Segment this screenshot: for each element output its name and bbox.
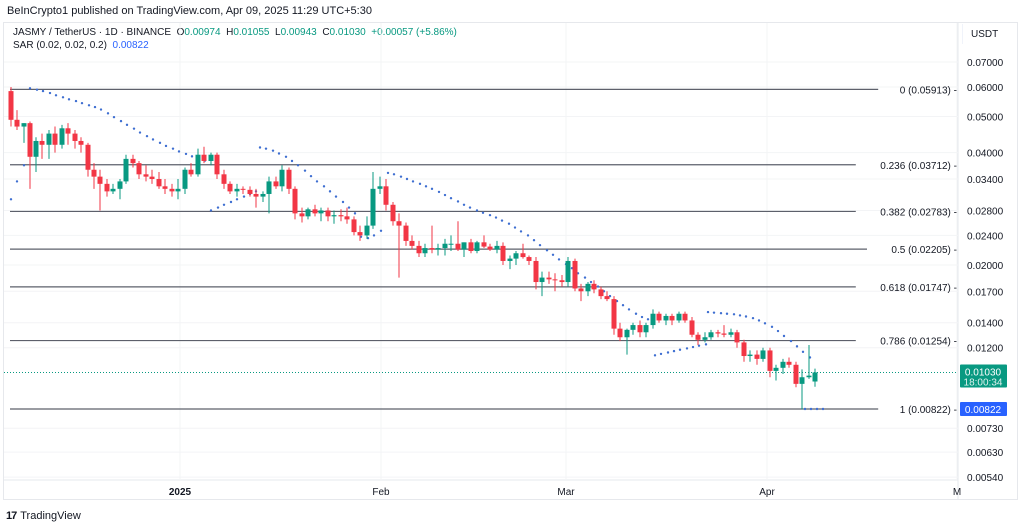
time-axis[interactable]: 2025 Feb Mar Apr M bbox=[169, 487, 961, 498]
price-axis[interactable]: 0.07000 0.06000 0.05000 0.04000 0.03400 0.028… bbox=[967, 58, 1004, 484]
price-tick: 0.07000 bbox=[967, 58, 1004, 69]
bar-countdown: 18:00:34 bbox=[964, 377, 1003, 388]
time-tick: M bbox=[953, 487, 961, 498]
close-label: C bbox=[322, 27, 330, 38]
fibonacci-levels: 0 (0.05913) - 0.236 (0.03712) - 0.382 (0.0… bbox=[10, 85, 957, 416]
open-value: 0.00974 bbox=[184, 27, 221, 38]
parabolic-sar-dots bbox=[9, 87, 825, 411]
low-label: L bbox=[275, 27, 281, 38]
price-tick: 0.00730 bbox=[967, 424, 1004, 435]
close-value: 0.01030 bbox=[329, 27, 366, 38]
time-tick: Mar bbox=[557, 487, 575, 498]
tradingview-logo-icon: 17 bbox=[6, 510, 17, 522]
sar-price-badge: 0.00822 bbox=[965, 405, 1002, 416]
price-tick: 0.03400 bbox=[967, 175, 1004, 186]
chart-legend: JASMY / TetherUS · 1D · BINANCE O0.00974… bbox=[13, 26, 457, 52]
fib-label: 0.5 (0.02205) - bbox=[891, 245, 957, 256]
grid-lines bbox=[3, 22, 959, 500]
price-tick: 0.00540 bbox=[967, 473, 1004, 484]
price-tick: 0.04000 bbox=[967, 149, 1004, 160]
last-price-badge: 0.01030 bbox=[965, 367, 1002, 378]
symbol-title[interactable]: JASMY / TetherUS · 1D · BINANCE bbox=[13, 27, 172, 38]
price-tick: 0.02800 bbox=[967, 206, 1004, 217]
price-tick: 0.02000 bbox=[967, 261, 1004, 272]
currency-unit-button[interactable]: USDT bbox=[962, 24, 1016, 44]
low-value: 0.00943 bbox=[280, 27, 317, 38]
candles bbox=[8, 87, 818, 410]
tradingview-brand: TradingView bbox=[20, 510, 81, 522]
fib-label: 0 (0.05913) - bbox=[900, 85, 957, 96]
change-value: +0.00057 (+5.86%) bbox=[371, 27, 457, 38]
time-tick: Apr bbox=[759, 487, 775, 498]
indicator-name[interactable]: SAR (0.02, 0.02, 0.2) bbox=[13, 40, 107, 51]
fib-label: 0.382 (0.02783) - bbox=[880, 207, 957, 218]
time-tick: 2025 bbox=[169, 487, 192, 498]
price-tick: 0.01400 bbox=[967, 319, 1004, 330]
high-label: H bbox=[226, 27, 234, 38]
high-value: 0.01055 bbox=[233, 27, 270, 38]
price-tick: 0.00630 bbox=[967, 448, 1004, 459]
fib-label: 0.618 (0.01747) - bbox=[880, 283, 957, 294]
time-tick: Feb bbox=[372, 487, 390, 498]
price-tick: 0.06000 bbox=[967, 83, 1004, 94]
price-tick: 0.01700 bbox=[967, 287, 1004, 298]
fib-label: 1 (0.00822) - bbox=[900, 405, 957, 416]
fib-label: 0.786 (0.01254) - bbox=[880, 337, 957, 348]
fib-label: 0.236 (0.03712) - bbox=[880, 161, 957, 172]
tradingview-logo[interactable]: 17 TradingView bbox=[6, 510, 81, 522]
chart-frame bbox=[3, 22, 1018, 500]
price-tick: 0.02400 bbox=[967, 231, 1004, 242]
price-tick: 0.05000 bbox=[967, 113, 1004, 124]
publish-info: BeInCrypto1 published on TradingView.com… bbox=[7, 5, 372, 17]
indicator-value: 0.00822 bbox=[112, 40, 149, 51]
indicator-line: SAR (0.02, 0.02, 0.2) 0.00822 bbox=[13, 39, 457, 52]
price-tick: 0.01200 bbox=[967, 344, 1004, 355]
